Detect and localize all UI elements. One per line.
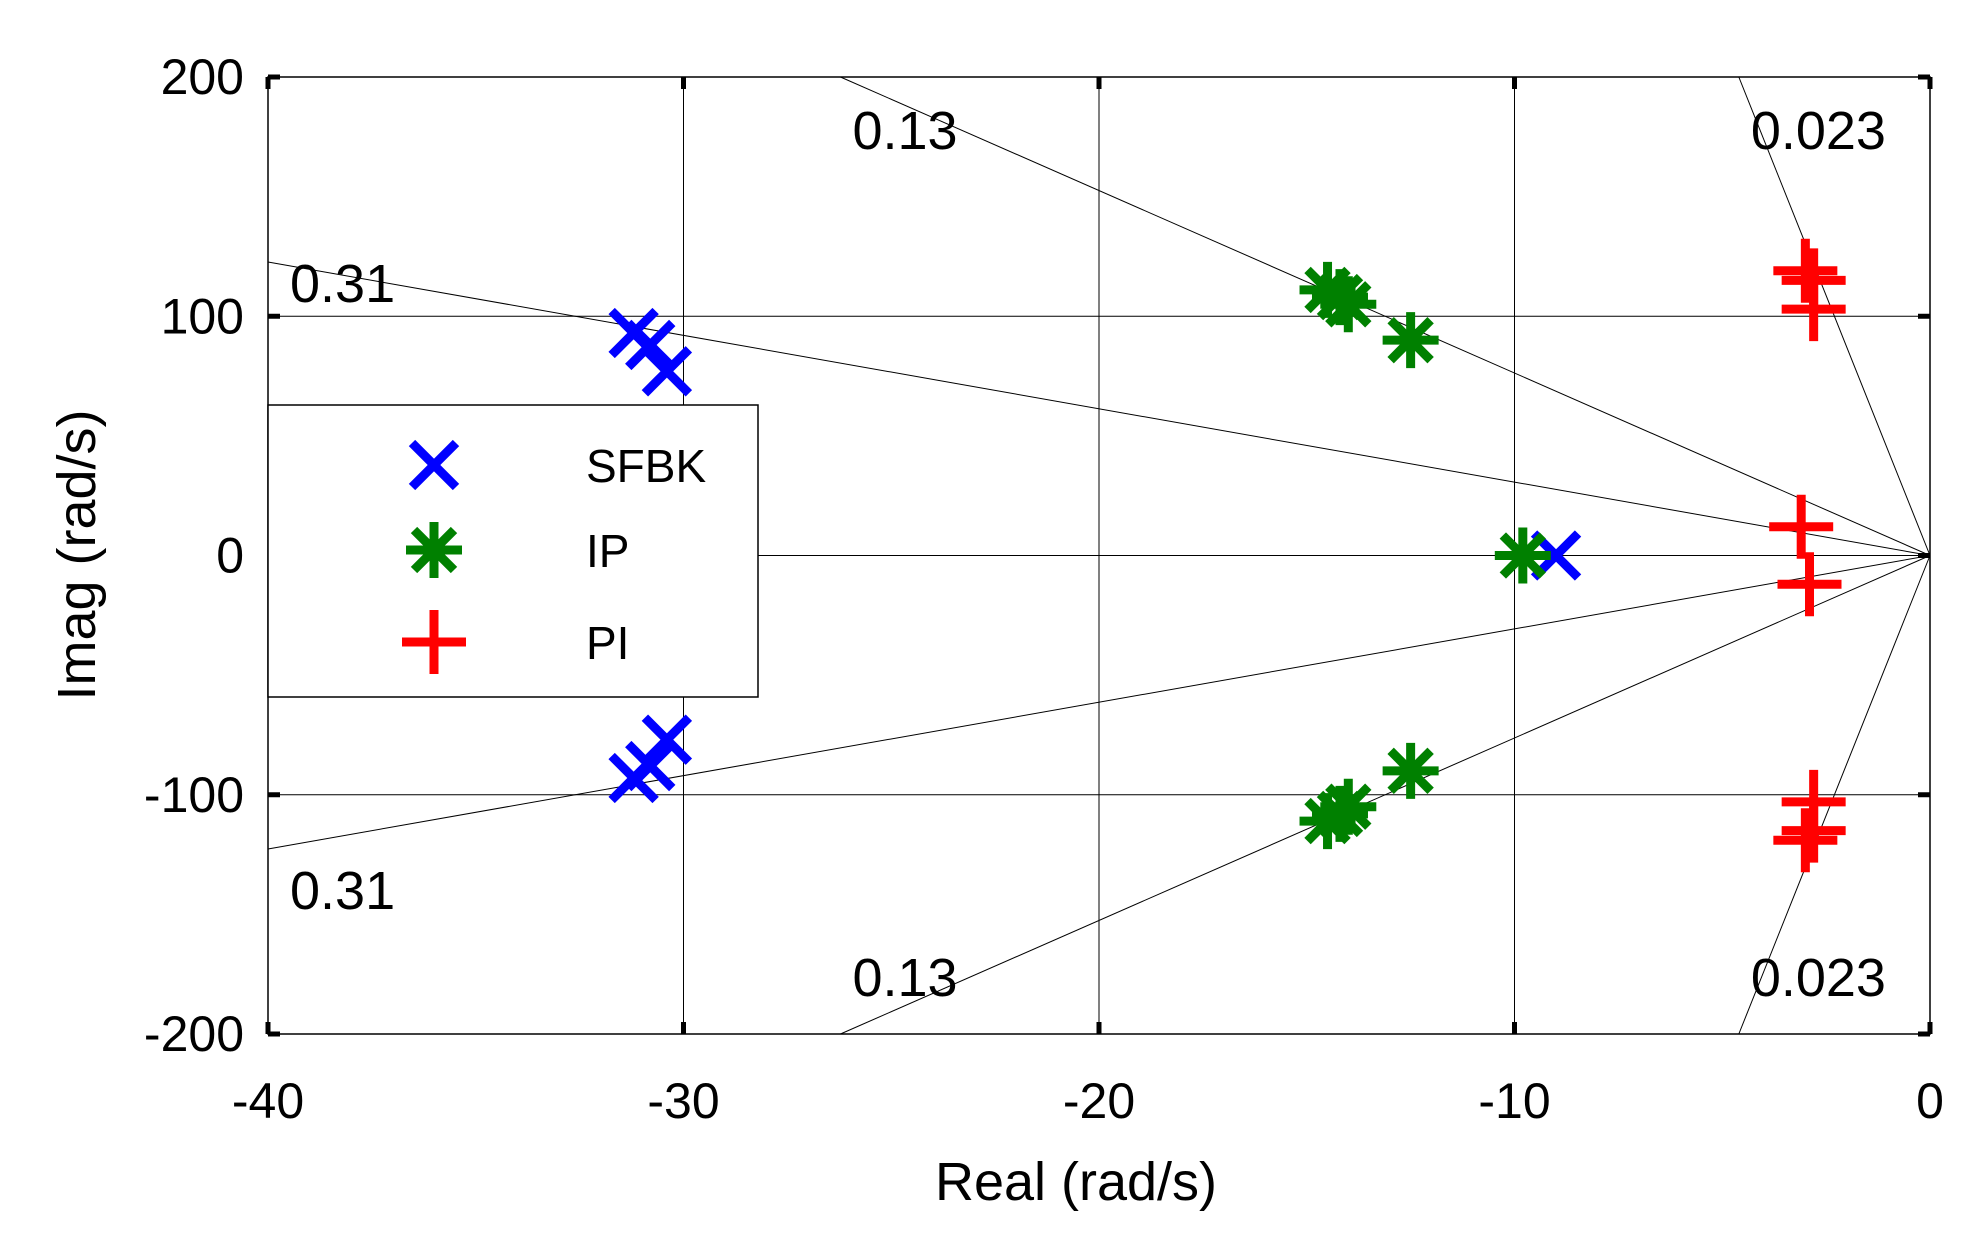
damping-label: 0.023 [1751,101,1886,161]
data-point-ip [1320,778,1377,835]
data-point-ip [1382,742,1439,799]
legend-label-sfbk: SFBK [586,440,706,492]
marker-stroke [1325,783,1372,830]
data-point-ip [1382,312,1439,369]
grid-lines [268,77,1931,1034]
data-point-sfbk [625,740,676,792]
damping-label: 0.31 [290,254,395,314]
x-tick-label: -20 [1063,1073,1135,1129]
data-point-sfbk [641,714,693,765]
y-axis-title: Imag (rad/s) [47,409,107,700]
marker-stroke [641,714,693,765]
legend-marker-sfbk [408,439,460,491]
marker-stroke [410,526,458,574]
y-tick-label: 200 [161,49,244,105]
damping-line [840,555,1931,1035]
damping-line [1738,76,1931,556]
y-tick-label: -100 [144,767,244,823]
data-point-ip [1494,527,1551,584]
damping-line [840,76,1931,556]
data-point-pi [1781,277,1846,342]
marker-stroke [625,740,676,792]
legend-box [267,404,759,698]
legend-label-pi: PI [586,617,629,669]
x-tick-label: -10 [1478,1073,1550,1129]
x-tick-label: -30 [647,1073,719,1129]
data-point-sfbk [641,346,693,397]
data-point-sfbk [625,319,676,371]
data-point-ip [1320,276,1377,333]
marker-stroke [1499,532,1546,579]
marker-stroke [1387,316,1434,364]
data-point-pi [1769,494,1834,559]
damping-line [267,261,1931,556]
damping-lines: 0.31 0.31 0.13 0.13 0.023 0.023 [267,76,1931,1035]
y-tick-label: 0 [216,528,244,584]
data-point-pi [1773,238,1838,303]
x-axis-title: Real (rad/s) [935,1152,1217,1212]
damping-label: 0.023 [1751,948,1886,1008]
marker-stroke [641,346,693,397]
marker-stroke [1325,281,1372,328]
x-tick-label: 0 [1916,1073,1944,1129]
data-point-pi [1777,552,1842,617]
damping-label: 0.13 [852,101,957,161]
damping-label: 0.13 [852,948,957,1008]
y-tick-label: -200 [144,1006,244,1062]
data-point-pi [1773,808,1838,873]
damping-line [1738,555,1931,1035]
marker-stroke [625,319,676,371]
legend-marker-pi [402,610,466,674]
marker-stroke [408,439,460,491]
legend-marker-ip [406,522,462,578]
data-point-pi [1781,769,1846,834]
y-tick-label: 100 [161,288,244,344]
x-tick-label: -40 [232,1073,304,1129]
damping-line [267,555,1931,850]
legend-label-ip: IP [586,525,629,577]
data-markers [608,238,1846,873]
damping-label: 0.31 [290,861,395,921]
marker-stroke [1387,747,1434,795]
legend: SFBK IP PI [267,404,759,698]
